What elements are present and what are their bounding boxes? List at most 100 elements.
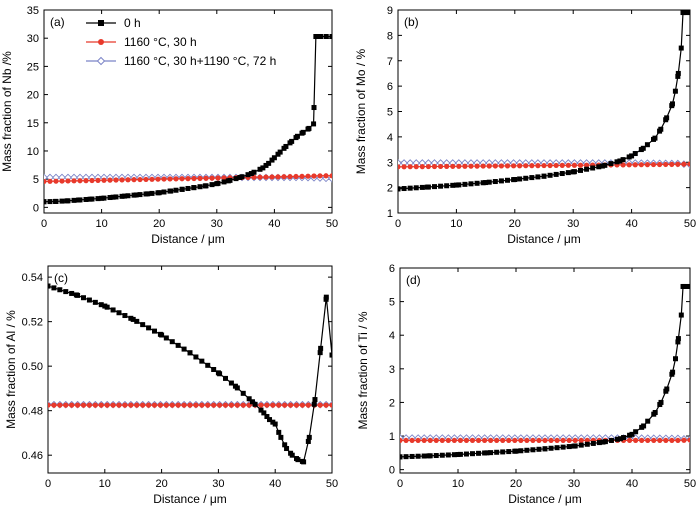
data-point (470, 451, 475, 457)
data-point (329, 34, 332, 40)
data-point (650, 161, 657, 168)
x-tick-label: 0 (397, 478, 403, 490)
data-point (276, 402, 282, 408)
data-point (240, 390, 246, 396)
plot-frame (47, 265, 333, 474)
y-tick-label: 35 (27, 5, 39, 17)
data-point (453, 182, 459, 188)
legend: 0 h 1160 °C, 30 h 1160 °C, 30 h+1190 °C, 7… (86, 16, 276, 68)
y-tick-label: 0.48 (22, 406, 43, 418)
data-point (83, 196, 89, 202)
data-point (523, 163, 529, 169)
data-point (645, 418, 651, 424)
data-point (264, 414, 270, 420)
plot-area (48, 283, 332, 465)
data-point (181, 346, 187, 352)
data-point (53, 198, 59, 204)
data-point (629, 431, 635, 437)
data-point (293, 402, 300, 408)
data-point (621, 435, 627, 441)
data-point (197, 184, 203, 190)
data-point (275, 174, 281, 180)
data-point (675, 339, 681, 345)
data-point (670, 369, 676, 375)
data-point (640, 145, 646, 151)
data-point (145, 402, 152, 408)
data-point (137, 192, 143, 198)
x-tick-label: 50 (326, 478, 338, 490)
data-point (681, 161, 687, 167)
data-point (47, 178, 53, 184)
data-point (599, 163, 605, 169)
data-point (63, 402, 69, 408)
data-point (281, 174, 287, 180)
data-point (512, 177, 518, 183)
data-point (658, 399, 664, 405)
plot-frame (397, 9, 691, 214)
data-point (424, 184, 430, 190)
data-point (167, 176, 173, 182)
data-point (510, 163, 517, 169)
data-point (102, 303, 108, 309)
data-point (51, 285, 57, 291)
data-point (413, 185, 419, 191)
data-point (596, 164, 602, 170)
data-point (248, 171, 254, 177)
data-point (486, 179, 492, 185)
data-point (486, 163, 492, 169)
data-point (523, 175, 529, 181)
data-point (266, 160, 272, 166)
data-point (583, 162, 590, 168)
data-point (233, 176, 239, 182)
data-point (620, 162, 626, 168)
x-axis-label: Distance / μm (508, 492, 582, 506)
data-point (181, 402, 187, 408)
data-point (104, 402, 110, 408)
series-2 (48, 402, 332, 408)
chart-panel-1: 0 10 20 30 40 50 0 5 10 15 20 25 30 35 Distance / μm Ma… (0, 5, 338, 246)
data-point (179, 176, 185, 182)
x-tick-label: 40 (625, 218, 637, 230)
data-point (221, 179, 227, 185)
data-point (151, 402, 158, 408)
data-point (492, 179, 498, 185)
data-point (185, 185, 191, 191)
data-point (311, 401, 317, 407)
data-point (547, 162, 553, 169)
data-point (130, 316, 136, 322)
series-1 (48, 283, 332, 465)
data-point (407, 164, 413, 170)
data-point (529, 163, 535, 169)
y-tick-label: 10 (27, 146, 39, 158)
data-point (403, 454, 409, 460)
data-point (554, 437, 560, 444)
data-point (175, 342, 181, 348)
data-point (536, 446, 542, 452)
data-point (419, 184, 425, 190)
y-tick-label: 5 (387, 107, 393, 119)
data-point (645, 437, 651, 444)
data-point (542, 446, 548, 452)
data-point (644, 142, 650, 148)
data-point (223, 375, 228, 381)
data-point (500, 449, 506, 455)
data-point (65, 178, 71, 184)
legend-marker (98, 39, 104, 45)
data-point (498, 163, 505, 169)
plot-frame (43, 9, 333, 214)
data-point (211, 367, 217, 372)
data-point (474, 163, 480, 169)
data-point (301, 459, 307, 465)
chart-panel-3: 0 10 20 30 40 50 0.46 0.48 0.50 0.52 0.54 Distance … (4, 265, 338, 506)
data-point (687, 161, 690, 167)
y-tick-label: 20 (27, 90, 39, 102)
series-1 (400, 283, 690, 460)
data-point (149, 176, 155, 182)
data-point (481, 437, 488, 444)
data-point (99, 195, 105, 201)
data-point (225, 178, 231, 184)
chart-panel-4: 0 10 20 30 40 50 0 1 2 3 4 5 6 Distance / μm Mass frac… (356, 263, 696, 506)
data-point (76, 197, 82, 203)
data-point (554, 445, 560, 451)
data-point (608, 437, 614, 443)
